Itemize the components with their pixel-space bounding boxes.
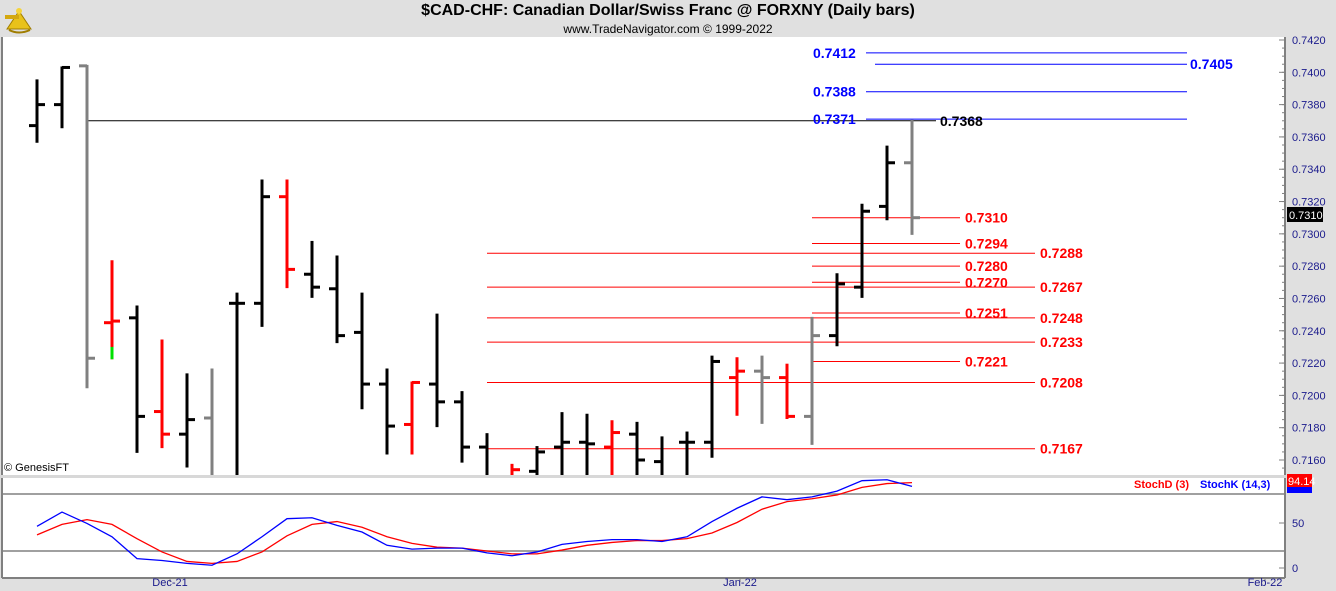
level-label-red-short: 0.7310 [965,210,1008,226]
y-tick-label: 0.7160 [1292,455,1326,467]
ohlc-bar [754,355,770,424]
ohlc-bar [829,273,845,347]
ohlc-bar [679,431,695,475]
ohlc-bar [54,65,70,129]
x-tick-label: Jan-22 [723,577,757,589]
ohlc-bar [479,433,489,475]
y-tick-label: 0.7300 [1292,229,1326,241]
level-label-red: 0.7208 [1040,374,1083,390]
y-tick-label: 0.7260 [1292,293,1326,305]
ohlc-bar [354,292,370,410]
level-label-blue: 0.7388 [813,84,856,100]
level-label-red-short: 0.7270 [965,274,1008,290]
ohlc-bar [154,339,170,449]
ohlc-bar [79,64,95,389]
legend-stochd: StochD (3) [1134,479,1189,491]
ohlc-bar [529,446,545,475]
ohlc-bar [129,305,145,453]
y-tick-label: 0.7280 [1292,261,1326,273]
x-tick-label: Dec-21 [152,577,187,589]
legend-stochk: StochK (14,3) [1200,479,1271,491]
stochd-line [36,481,913,565]
level-label-red: 0.7167 [1040,441,1083,457]
level-label-red: 0.7233 [1040,334,1083,350]
ohlc-bar [329,255,345,344]
stoch-y-tick-label: 0 [1292,563,1298,575]
ohlc-bar [304,240,320,298]
ohlc-bar [179,373,195,468]
ohlc-bar [454,391,470,463]
ohlc-bar [654,436,664,475]
x-tick-label: Feb-22 [1248,577,1283,589]
chart-subtitle: www.TradeNavigator.com © 1999-2022 [563,22,773,36]
ohlc-bar [279,179,295,289]
ohlc-bar [554,412,570,475]
y-tick-label: 0.7200 [1292,390,1326,402]
level-label-blue: 0.7371 [813,111,856,127]
y-tick-label: 0.7340 [1292,164,1326,176]
ohlc-bar [904,119,920,235]
ohlc-bar [804,316,820,445]
y-tick-label: 0.7400 [1292,67,1326,79]
ohlc-bar [579,413,595,475]
ohlc-bar [429,313,445,428]
ohlc-bar [29,79,45,143]
price-pane [2,37,1285,475]
last-price-label: 0.7310 [1289,210,1323,222]
stoch-y-tick-label: 50 [1292,518,1304,530]
ohlc-bar [779,363,795,420]
ohlc-bar [879,145,895,221]
ohlc-bar [629,421,645,475]
level-label-red-short: 0.7280 [965,258,1008,274]
ohlc-bar [604,420,620,475]
ohlc-bar [379,368,395,455]
level-label-blue: 0.7412 [813,45,856,61]
y-tick-label: 0.7360 [1292,132,1326,144]
level-label-red-short: 0.7221 [965,353,1008,369]
ohlc-bar [510,463,520,475]
stochk-readout-badge [1287,487,1312,493]
y-tick-label: 0.7240 [1292,326,1326,338]
ohlc-bar [204,368,214,475]
pane-separator[interactable] [0,475,1286,478]
ohlc-bar [104,260,120,360]
level-label-black: 0.7368 [940,113,983,129]
sextant-logo-icon [3,3,35,40]
stochd-readout-badge [1287,474,1312,487]
stochk-line [36,479,913,566]
last-price-badge [1287,207,1323,222]
y-tick-label: 0.7420 [1292,35,1326,47]
level-label-red-short: 0.7251 [965,305,1008,321]
y-tick-label: 0.7180 [1292,423,1326,435]
level-label-red: 0.7248 [1040,310,1083,326]
ohlc-bar [854,203,870,298]
ohlc-bar [254,179,270,327]
level-label-blue: 0.7405 [1190,56,1233,72]
y-tick-label: 0.7220 [1292,358,1326,370]
level-label-red: 0.7267 [1040,279,1083,295]
y-tick-label: 0.7380 [1292,100,1326,112]
chart-title: $CAD-CHF: Canadian Dollar/Swiss Franc @ … [421,2,915,19]
ohlc-bar [404,380,420,455]
level-label-red: 0.7288 [1040,245,1083,261]
ohlc-bar [704,355,720,458]
copyright-label: © GenesisFT [4,462,69,474]
ohlc-bar [229,292,245,475]
ohlc-bar [729,357,745,416]
stochd-readout: 94.14 [1288,476,1316,488]
level-label-red-short: 0.7294 [965,236,1008,252]
y-tick-label: 0.7320 [1292,197,1326,209]
stoch-pane [2,478,1285,578]
